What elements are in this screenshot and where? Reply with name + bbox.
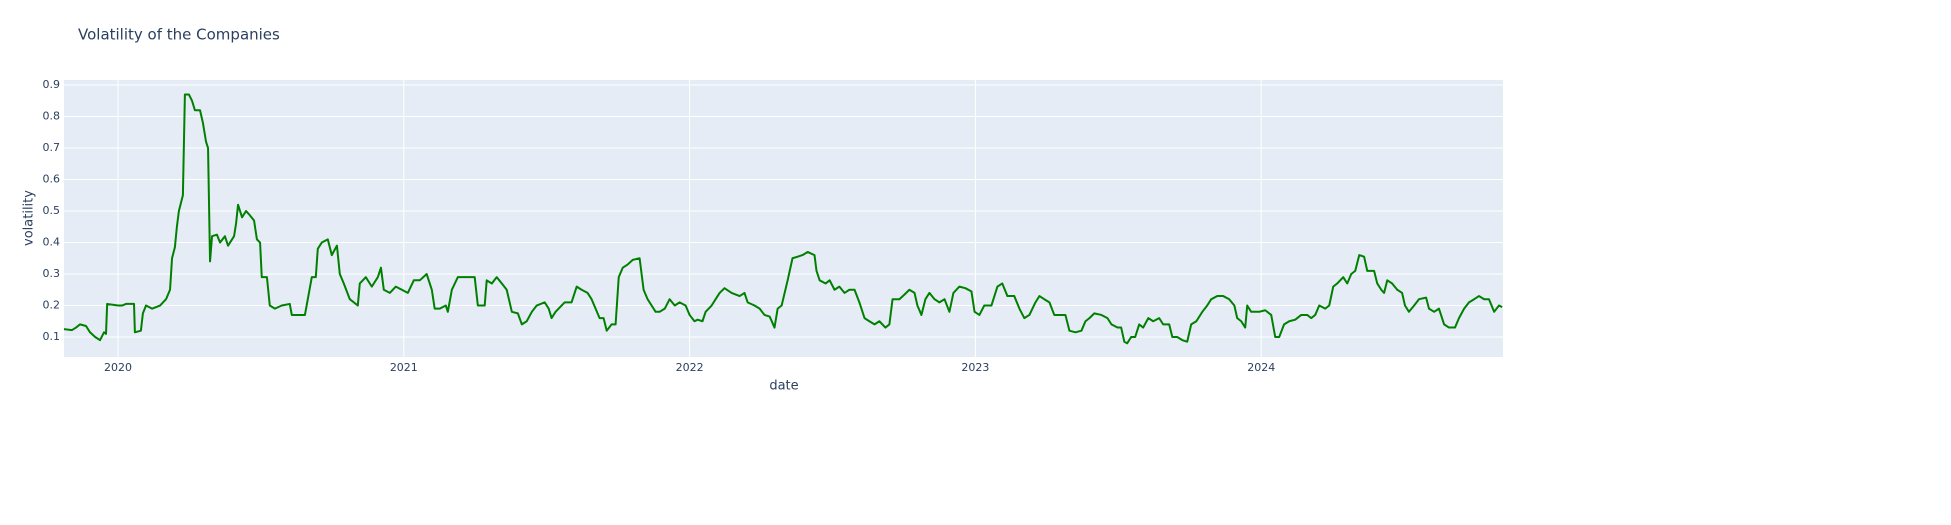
x-tick-label: 2022 xyxy=(676,361,704,374)
x-axis-label: date xyxy=(769,379,798,394)
x-tick-label: 2024 xyxy=(1247,361,1275,374)
y-tick-label: 0.5 xyxy=(43,204,61,217)
y-tick-label: 0.1 xyxy=(43,330,61,343)
chart-title: Volatility of the Companies xyxy=(78,26,280,44)
x-tick-label: 2021 xyxy=(390,361,418,374)
y-tick-label: 0.8 xyxy=(43,110,61,123)
x-tick-label: 2023 xyxy=(961,361,989,374)
y-axis-label: volatility xyxy=(22,190,37,246)
y-tick-label: 0.6 xyxy=(43,173,61,186)
y-tick-label: 0.3 xyxy=(43,267,61,280)
y-tick-label: 0.4 xyxy=(43,236,61,249)
y-tick-label: 0.7 xyxy=(43,141,61,154)
y-tick-label: 0.2 xyxy=(43,299,61,312)
x-tick-label: 2020 xyxy=(104,361,132,374)
plot-area xyxy=(64,80,1503,357)
line xyxy=(63,93,1503,345)
y-tick-label: 0.9 xyxy=(43,78,61,91)
